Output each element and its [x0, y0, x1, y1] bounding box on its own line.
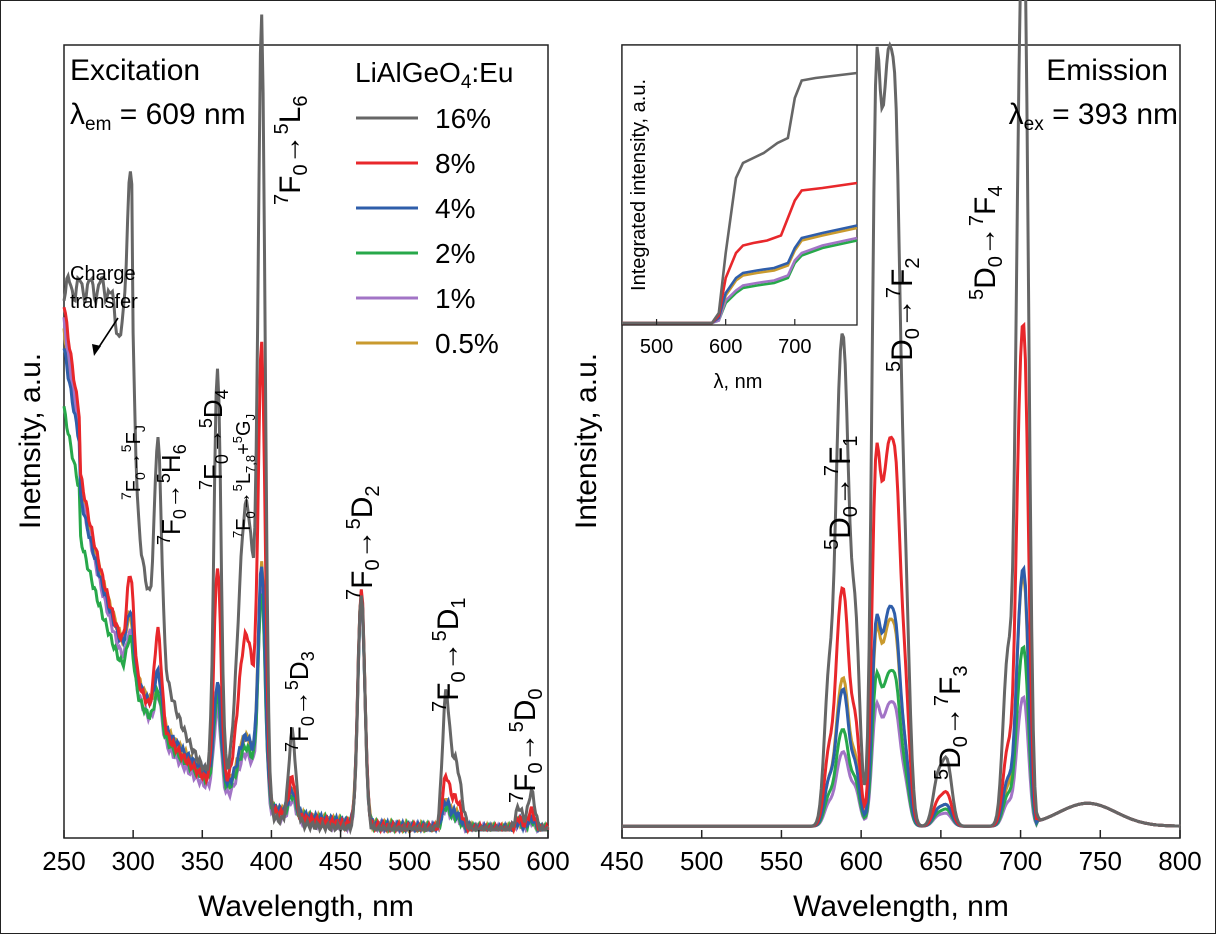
emission-y-axis-label: Intensity, a.u. — [570, 353, 603, 529]
excitation-series-8pct — [62, 306, 550, 835]
excitation-series-0p5pct — [62, 328, 550, 835]
excitation-panel: 250 300 350 400 450 500 550 600 Wavelength, nm … — [14, 14, 570, 923]
inset-series-group — [622, 71, 858, 325]
label-7F0-5D4: 7F0→5D4 — [196, 389, 232, 490]
inset-series-4pct — [622, 224, 858, 325]
excitation-lambda-em: λem = 609 nm — [70, 98, 246, 135]
emission-series-4pct — [622, 564, 1181, 828]
inset-plot-area — [621, 44, 858, 326]
emission-tick-label-800: 800 — [1158, 846, 1201, 876]
inset-series-8pct — [622, 181, 858, 325]
excitation-tick-label-500: 500 — [388, 846, 431, 876]
emission-series-group — [622, 0, 1181, 828]
emission-transition-labels: 5D0→7F1 5D0→7F2 5D0→7F3 5D0→7F4 — [821, 186, 1007, 781]
legend: LiAlGeO4:Eu 16% 8% 4% 2% 1% 0.5% — [355, 57, 513, 359]
emission-tick-label-500: 500 — [680, 846, 723, 876]
emission-tick-label-600: 600 — [839, 846, 882, 876]
charge-transfer-arrow-head — [92, 344, 101, 356]
emission-tick-label-450: 450 — [600, 846, 643, 876]
charge-transfer-line-2: transfer — [70, 291, 138, 313]
excitation-x-ticks: 250 300 350 400 450 500 550 600 — [42, 830, 570, 876]
charge-transfer-annotation: Charge transfer — [70, 263, 138, 356]
emission-panel: 450 500 550 600 650 700 750 800 Wavelength, nm … — [570, 0, 1202, 923]
label-7F0-5D2: 7F0→5D2 — [343, 486, 384, 601]
inset-x-ticks: 500 600 700 — [640, 319, 811, 358]
excitation-series-1pct — [62, 317, 548, 835]
emission-tick-label-700: 700 — [999, 846, 1042, 876]
excitation-tick-label-450: 450 — [319, 846, 362, 876]
emission-x-ticks: 450 500 550 600 650 700 750 800 — [600, 830, 1202, 876]
emission-title: Emission — [1046, 54, 1168, 87]
inset-tick-label-500: 500 — [640, 336, 673, 358]
label-5D0-7F2: 5D0→7F2 — [883, 258, 924, 373]
emission-plot-area — [621, 44, 1181, 839]
label-7F0-5FJ: 7F0→5FJ — [118, 425, 148, 500]
legend-label-2pct: 2% — [435, 238, 475, 269]
legend-items: 16% 8% 4% 2% 1% 0.5% — [356, 103, 499, 359]
legend-label-4pct: 4% — [435, 193, 475, 224]
excitation-series-group — [62, 14, 550, 836]
inset-tick-label-700: 700 — [778, 336, 811, 358]
excitation-tick-label-600: 600 — [526, 846, 569, 876]
legend-label-16pct: 16% — [435, 103, 491, 134]
emission-tick-label-550: 550 — [760, 846, 803, 876]
excitation-x-axis-label: Wavelength, nm — [198, 890, 414, 923]
charge-transfer-line-1: Charge — [70, 263, 136, 285]
legend-title: LiAlGeO4:Eu — [355, 57, 513, 93]
excitation-y-axis-label: Inetnsity, a.u. — [14, 353, 47, 529]
inset-series-16pct — [622, 71, 858, 325]
legend-label-1pct: 1% — [435, 283, 475, 314]
label-7F0-5L78-5GJ: 7F0→5L7,8+5GJ — [230, 414, 258, 538]
label-7F0-5L6: 7F0→5L6 — [271, 95, 312, 205]
excitation-series-16pct — [62, 14, 550, 836]
emission-x-axis-label: Wavelength, nm — [793, 890, 1009, 923]
label-5D0-7F1: 5D0→7F1 — [821, 436, 862, 551]
inset-chart: 500 600 700 λ, nm Integrated intensity, a.… — [621, 44, 858, 393]
label-7F0-5D0: 7F0→5D0 — [506, 689, 547, 804]
legend-label-0p5pct: 0.5% — [435, 328, 499, 359]
inset-tick-label-600: 600 — [709, 336, 742, 358]
label-5D0-7F3: 5D0→7F3 — [931, 666, 972, 781]
label-5D0-7F4: 5D0→7F4 — [966, 186, 1007, 301]
excitation-title: Excitation — [70, 54, 200, 87]
excitation-tick-label-550: 550 — [457, 846, 500, 876]
excitation-tick-label-400: 400 — [250, 846, 293, 876]
excitation-tick-label-350: 350 — [181, 846, 224, 876]
inset-y-axis-label: Integrated intensity, a.u. — [628, 79, 650, 291]
excitation-plot-area — [63, 44, 549, 839]
excitation-transition-labels: 7F0→5L6 7F0→5FJ 7F0→5H6 7F0→5D4 7F0→5L7,… — [118, 95, 547, 803]
legend-label-8pct: 8% — [435, 148, 475, 179]
excitation-series-4pct — [62, 347, 550, 835]
emission-tick-label-650: 650 — [919, 846, 962, 876]
excitation-tick-label-300: 300 — [111, 846, 154, 876]
emission-series-16pct — [622, 0, 1181, 828]
inset-series-1pct — [622, 236, 858, 325]
inset-x-axis-label: λ, nm — [714, 371, 763, 393]
label-7F0-5H6: 7F0→5H6 — [154, 444, 190, 545]
emission-tick-label-750: 750 — [1079, 846, 1122, 876]
excitation-tick-label-250: 250 — [42, 846, 85, 876]
emission-lambda-ex: λex = 393 nm — [1009, 98, 1178, 135]
label-7F0-5D1: 7F0→5D1 — [429, 598, 470, 713]
label-7F0-5D3: 7F0→5D3 — [282, 651, 318, 752]
charge-transfer-arrow — [96, 317, 119, 351]
